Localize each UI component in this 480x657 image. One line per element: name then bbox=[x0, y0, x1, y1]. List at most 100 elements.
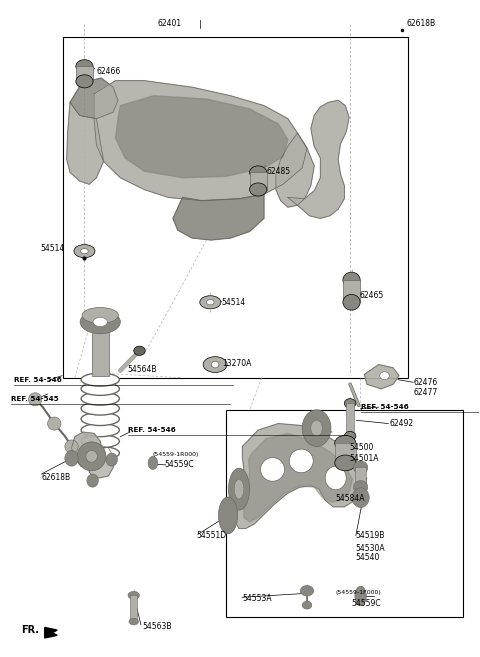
Ellipse shape bbox=[81, 435, 120, 448]
Polygon shape bbox=[244, 434, 352, 522]
Ellipse shape bbox=[344, 399, 356, 408]
Polygon shape bbox=[116, 96, 288, 177]
Text: 54514: 54514 bbox=[40, 244, 64, 253]
Polygon shape bbox=[72, 432, 102, 470]
Text: 54540: 54540 bbox=[356, 553, 380, 562]
Text: 62401: 62401 bbox=[157, 19, 181, 28]
Ellipse shape bbox=[28, 393, 42, 406]
Text: 62485: 62485 bbox=[266, 167, 290, 175]
Text: 54553A: 54553A bbox=[242, 594, 272, 603]
Bar bbox=[63, 37, 408, 378]
Ellipse shape bbox=[335, 436, 356, 451]
Bar bbox=[343, 280, 360, 302]
Text: (54559-1R000): (54559-1R000) bbox=[153, 452, 199, 457]
Ellipse shape bbox=[81, 248, 88, 254]
Text: 62618B: 62618B bbox=[41, 474, 71, 482]
Ellipse shape bbox=[200, 296, 221, 309]
Text: 54530A: 54530A bbox=[356, 543, 385, 553]
Polygon shape bbox=[234, 424, 362, 528]
Ellipse shape bbox=[250, 183, 267, 196]
Ellipse shape bbox=[134, 346, 145, 355]
Text: 62476: 62476 bbox=[413, 378, 437, 387]
Text: 13270A: 13270A bbox=[222, 359, 251, 368]
Polygon shape bbox=[67, 102, 104, 184]
Ellipse shape bbox=[355, 586, 366, 606]
Text: 62465: 62465 bbox=[360, 291, 384, 300]
Ellipse shape bbox=[87, 474, 98, 487]
Text: 54500: 54500 bbox=[349, 443, 373, 452]
Ellipse shape bbox=[335, 455, 356, 471]
Text: 54551D: 54551D bbox=[196, 530, 226, 539]
Text: 54501A: 54501A bbox=[349, 454, 379, 463]
Bar bbox=[226, 411, 463, 617]
Ellipse shape bbox=[93, 317, 108, 327]
Text: 62477: 62477 bbox=[413, 388, 437, 397]
Text: 54514: 54514 bbox=[222, 298, 246, 307]
Ellipse shape bbox=[81, 413, 120, 426]
Ellipse shape bbox=[211, 361, 219, 368]
Ellipse shape bbox=[380, 372, 389, 380]
Polygon shape bbox=[276, 133, 314, 207]
Text: 54584A: 54584A bbox=[336, 495, 365, 503]
Ellipse shape bbox=[77, 442, 106, 471]
Text: REF. 54-546: REF. 54-546 bbox=[128, 427, 175, 433]
Ellipse shape bbox=[353, 481, 368, 493]
Ellipse shape bbox=[80, 310, 120, 334]
Bar bbox=[92, 327, 109, 376]
Polygon shape bbox=[45, 627, 57, 638]
Ellipse shape bbox=[352, 487, 369, 507]
Ellipse shape bbox=[81, 424, 120, 437]
Text: 54559C: 54559C bbox=[164, 461, 194, 469]
Ellipse shape bbox=[353, 461, 368, 474]
Ellipse shape bbox=[343, 272, 360, 288]
Ellipse shape bbox=[206, 300, 214, 305]
Polygon shape bbox=[288, 101, 349, 218]
Ellipse shape bbox=[261, 458, 285, 482]
Ellipse shape bbox=[81, 402, 120, 415]
Ellipse shape bbox=[325, 466, 346, 489]
Ellipse shape bbox=[76, 60, 93, 73]
Ellipse shape bbox=[82, 307, 119, 323]
Ellipse shape bbox=[300, 585, 314, 596]
Ellipse shape bbox=[81, 373, 120, 386]
Text: FR.: FR. bbox=[21, 625, 39, 635]
Bar bbox=[335, 443, 356, 463]
Polygon shape bbox=[84, 445, 113, 478]
Bar bbox=[346, 403, 354, 436]
Text: 54563B: 54563B bbox=[142, 622, 171, 631]
Ellipse shape bbox=[203, 357, 227, 373]
Text: REF. 54-546: REF. 54-546 bbox=[360, 404, 408, 410]
Polygon shape bbox=[173, 194, 264, 240]
Text: 54564B: 54564B bbox=[128, 365, 157, 374]
Ellipse shape bbox=[148, 457, 157, 470]
Text: 62466: 62466 bbox=[96, 67, 120, 76]
Ellipse shape bbox=[86, 451, 97, 463]
Ellipse shape bbox=[81, 382, 120, 396]
Ellipse shape bbox=[250, 166, 267, 179]
Text: 54559C: 54559C bbox=[351, 599, 381, 608]
Text: 62618B: 62618B bbox=[407, 19, 436, 28]
Polygon shape bbox=[364, 365, 399, 389]
Ellipse shape bbox=[81, 392, 120, 405]
Ellipse shape bbox=[218, 497, 238, 533]
Ellipse shape bbox=[81, 447, 120, 460]
Ellipse shape bbox=[311, 420, 323, 436]
Bar bbox=[355, 468, 366, 487]
Bar bbox=[131, 595, 137, 622]
Text: REF. 54-546: REF. 54-546 bbox=[14, 376, 62, 382]
Polygon shape bbox=[70, 78, 118, 119]
Ellipse shape bbox=[302, 601, 312, 609]
Bar bbox=[76, 66, 93, 81]
Ellipse shape bbox=[76, 75, 93, 88]
Polygon shape bbox=[94, 81, 307, 200]
Bar bbox=[250, 173, 267, 189]
Ellipse shape bbox=[343, 294, 360, 310]
Ellipse shape bbox=[106, 453, 118, 466]
Ellipse shape bbox=[228, 468, 250, 510]
Ellipse shape bbox=[344, 432, 356, 441]
Ellipse shape bbox=[65, 451, 78, 466]
Ellipse shape bbox=[234, 480, 244, 499]
Text: REF. 54-545: REF. 54-545 bbox=[11, 396, 59, 401]
Text: 54519B: 54519B bbox=[356, 530, 385, 539]
Ellipse shape bbox=[289, 449, 313, 473]
